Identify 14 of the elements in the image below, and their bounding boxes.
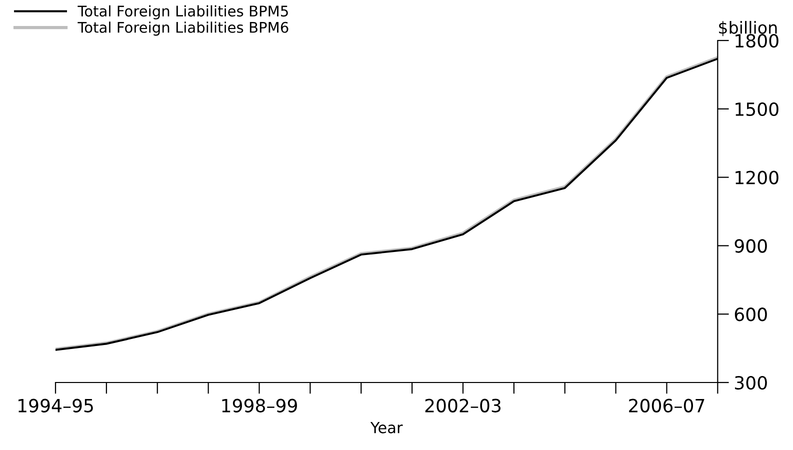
legend-label: Total Foreign Liabilities BPM6	[78, 22, 288, 36]
y-axis-title: $billion	[719, 20, 777, 36]
y-tick-label: 1800	[736, 34, 778, 48]
y-tick-label: 1200	[736, 170, 778, 184]
y-tick-label: 300	[735, 376, 767, 390]
legend-label: Total Foreign Liabilities BPM5	[78, 5, 288, 20]
y-tick-label: 600	[734, 308, 767, 322]
x-tick-label: 1998–99	[222, 398, 297, 412]
x-tick-label: 1994–95	[18, 398, 93, 412]
y-tick-label: 900	[734, 239, 767, 253]
x-tick-label: 2006–07	[629, 398, 704, 412]
y-tick-label: 1500	[736, 102, 778, 116]
x-tick-label: 2002–03	[425, 398, 501, 412]
x-axis-title: Year	[370, 422, 403, 434]
